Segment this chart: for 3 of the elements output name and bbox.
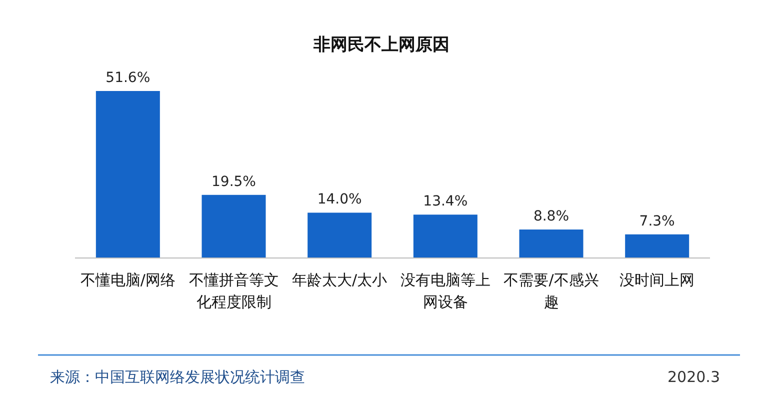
annotation: 2020.3: [668, 368, 720, 386]
annotation: 来源：中国互联网络发展状况统计调查: [50, 368, 305, 386]
title: 非网民不上网原因: [314, 35, 450, 55]
